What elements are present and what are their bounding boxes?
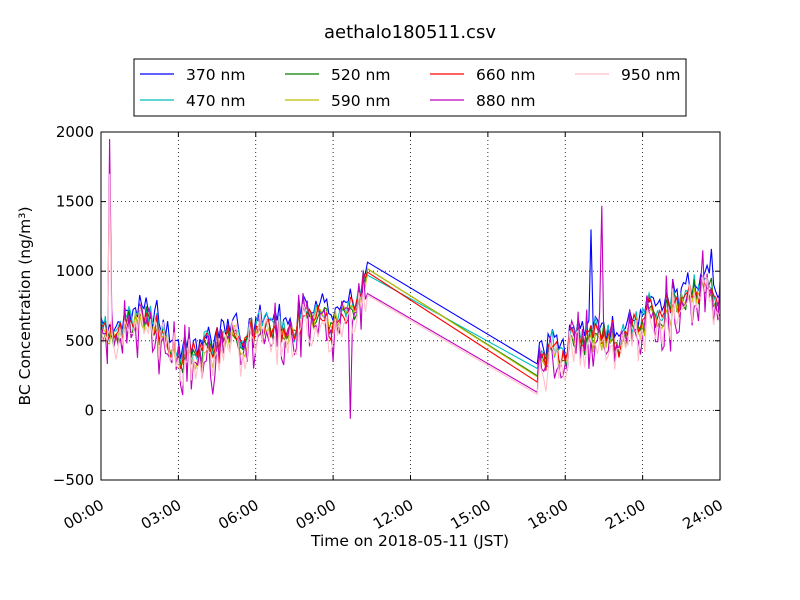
y-tick-label: 1500 (56, 193, 94, 211)
y-tick-label: 0 (84, 401, 94, 419)
legend-label: 470 nm (186, 92, 245, 110)
chart-title: aethalo180511.csv (324, 22, 496, 43)
x-axis-title: Time on 2018-05-11 (JST) (310, 532, 509, 550)
legend-label: 950 nm (621, 66, 680, 84)
y-tick-label: 1000 (56, 262, 94, 280)
series-line (101, 138, 720, 419)
series-layer (101, 138, 720, 419)
legend-label: 880 nm (476, 92, 535, 110)
series-line (101, 173, 720, 396)
legend-label: 370 nm (186, 66, 245, 84)
y-tick-label: −500 (53, 471, 94, 489)
y-tick-label: 2000 (56, 123, 94, 141)
legend-label: 590 nm (331, 92, 390, 110)
legend-label: 520 nm (331, 66, 390, 84)
legend: 370 nm 470 nm 520 nm 590 nm 660 nm 880 nm 950 … (133, 58, 687, 117)
legend-label: 660 nm (476, 66, 535, 84)
legend-frame (133, 58, 687, 117)
y-tick-label: 500 (65, 332, 94, 350)
y-axis-title: BC Concentration (ng/m³) (16, 207, 34, 406)
